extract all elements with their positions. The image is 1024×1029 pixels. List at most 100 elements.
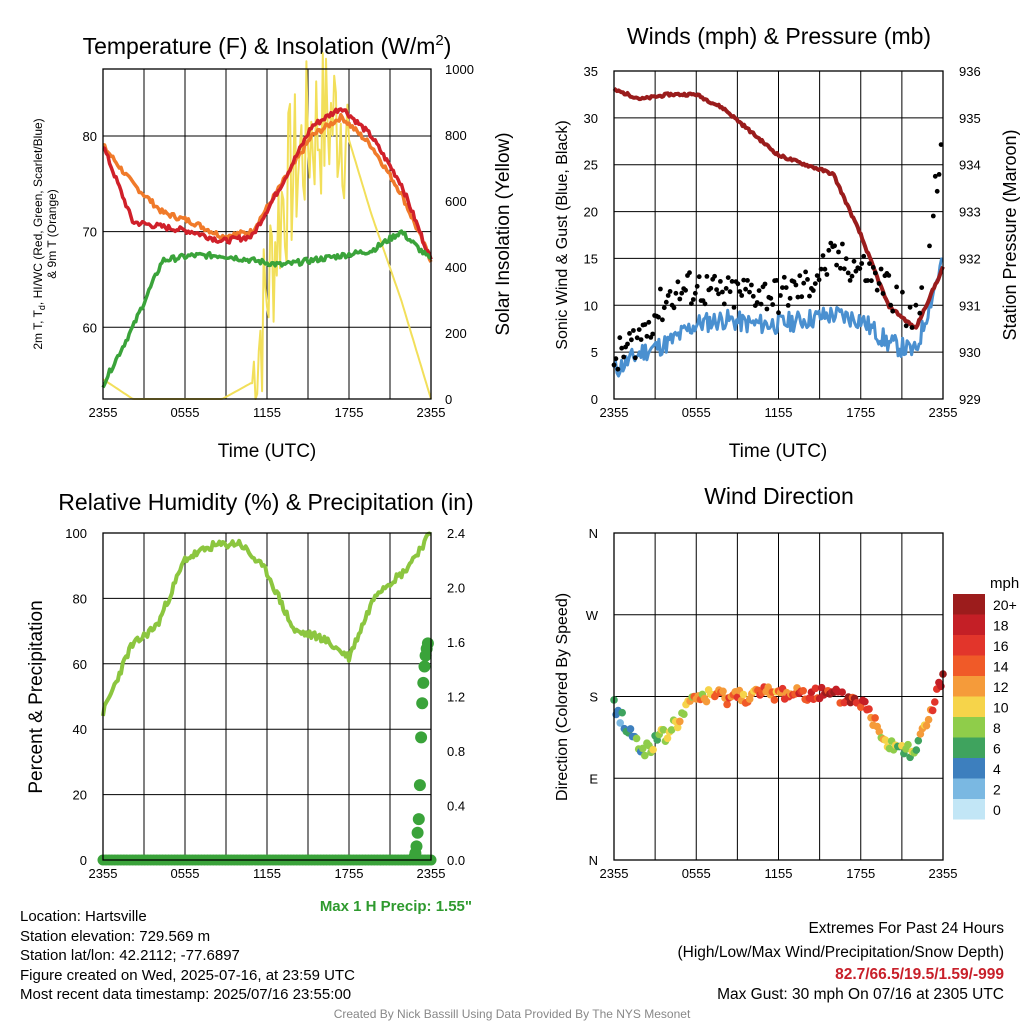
y-tick-label: 60 <box>73 657 87 672</box>
gust-point <box>818 266 824 272</box>
gust-point <box>917 310 923 316</box>
gust-point <box>878 266 884 272</box>
gust-point <box>828 240 834 246</box>
gust-point <box>927 243 932 249</box>
precip-point <box>421 637 434 650</box>
humidity-ticks: 2355 0555 1155 1755 23550204060801000.00.40.… <box>65 526 465 881</box>
direction-point <box>914 736 923 745</box>
x-tick-label: 2355 <box>89 405 118 420</box>
y-tick-label: S <box>589 690 598 705</box>
y-tick-label: 25 <box>584 158 598 173</box>
series-line-9m-t <box>102 112 433 263</box>
legend-swatch <box>953 696 985 717</box>
legend-label: 4 <box>993 761 1001 777</box>
x-tick-label: 1755 <box>846 866 875 881</box>
extremes-values: 82.7/66.5/19.5/1.59/-999 <box>835 966 1004 983</box>
gust-point <box>727 289 733 295</box>
y-tick-label: 100 <box>65 526 87 541</box>
legend-label: 8 <box>993 720 1001 736</box>
gust-point <box>690 297 696 302</box>
series-line-rh <box>101 531 432 717</box>
gust-point <box>619 345 625 351</box>
gust-point <box>613 356 619 362</box>
temperature-title: Temperature (F) & Insolation (W/m2) <box>83 32 452 59</box>
direction-point <box>639 744 647 753</box>
direction-grid <box>614 533 943 860</box>
gust-point <box>886 273 892 278</box>
direction-point <box>904 740 912 749</box>
temperature-ticks: 2355 0555 1155 1755 235560708002004006008001… <box>83 62 474 420</box>
gust-point <box>857 266 863 271</box>
direction-title: Wind Direction <box>704 483 854 509</box>
gust-point <box>716 291 721 297</box>
gust-point <box>617 335 623 341</box>
humidity-plot-frame <box>102 532 432 861</box>
extremes-subtitle: (High/Low/Max Wind/Precipitation/Snow De… <box>677 944 1005 961</box>
gust-point <box>872 270 878 276</box>
gust-point <box>749 282 754 288</box>
gust-point <box>900 289 905 295</box>
y2-tick-label: 0.0 <box>447 853 465 868</box>
gust-point <box>867 261 872 266</box>
temperature-ylabel: 2m T, Td, HI/WC (Red, Green, Scarlet/Blu… <box>31 118 59 349</box>
gust-point <box>679 290 685 296</box>
gust-point <box>859 261 865 266</box>
gust-point <box>861 253 867 259</box>
x-tick-label: 0555 <box>682 405 711 420</box>
direction-point <box>871 714 879 722</box>
gust-point <box>770 302 776 307</box>
gust-point <box>909 325 915 330</box>
y-tick-label: N <box>589 526 598 541</box>
gust-point <box>820 253 826 258</box>
humidity-title: Relative Humidity (%) & Precipitation (i… <box>58 489 473 515</box>
gust-point <box>805 277 810 282</box>
direction-point <box>649 745 657 754</box>
gust-point <box>936 172 942 177</box>
gust-point <box>741 277 747 283</box>
credit-text: Created By Nick Bassill Using Data Provi… <box>333 1007 691 1021</box>
gust-point <box>841 266 847 272</box>
winds-title: Winds (mph) & Pressure (mb) <box>627 23 931 49</box>
y2-tick-label: 934 <box>959 158 981 173</box>
precip-point <box>412 813 425 826</box>
winds-ylabel: Sonic Wind & Gust (Blue, Black) <box>554 120 571 349</box>
gust-point <box>780 285 785 290</box>
direction-point <box>626 725 635 733</box>
y2-tick-label: 600 <box>445 194 467 209</box>
gust-point <box>756 288 762 293</box>
gust-point <box>768 295 774 301</box>
legend-label: 0 <box>993 802 1001 818</box>
gust-point <box>807 293 812 299</box>
gust-point <box>814 273 820 278</box>
gust-point <box>656 314 661 320</box>
y-tick-label: 70 <box>83 225 97 240</box>
gust-point <box>762 281 768 287</box>
gust-point <box>675 279 681 285</box>
x-tick-label: 1755 <box>335 866 364 881</box>
gust-point <box>834 262 839 268</box>
direction-point <box>616 719 624 727</box>
gust-point <box>934 188 940 194</box>
temperature-panel: Temperature (F) & Insolation (W/m2) 2355… <box>31 32 514 462</box>
precip-point <box>417 676 430 689</box>
y2-tick-label: 929 <box>959 392 981 407</box>
gust-point <box>745 278 750 283</box>
y2-tick-label: 800 <box>445 128 467 143</box>
gust-point <box>930 213 936 219</box>
gust-point <box>847 278 853 283</box>
gust-point <box>907 304 913 310</box>
gust-point <box>708 285 714 291</box>
gust-point <box>704 274 710 279</box>
extremes-title: Extremes For Past 24 Hours <box>808 920 1004 937</box>
gust-point <box>737 289 743 294</box>
gust-point <box>845 270 851 276</box>
direction-point <box>770 696 779 704</box>
gust-point <box>919 285 925 290</box>
x-tick-label: 2355 <box>600 405 629 420</box>
gust-point <box>880 291 886 296</box>
gust-point <box>636 327 642 332</box>
gust-point <box>714 287 719 292</box>
gust-point <box>758 301 764 307</box>
y2-tick-label: 933 <box>959 205 981 220</box>
